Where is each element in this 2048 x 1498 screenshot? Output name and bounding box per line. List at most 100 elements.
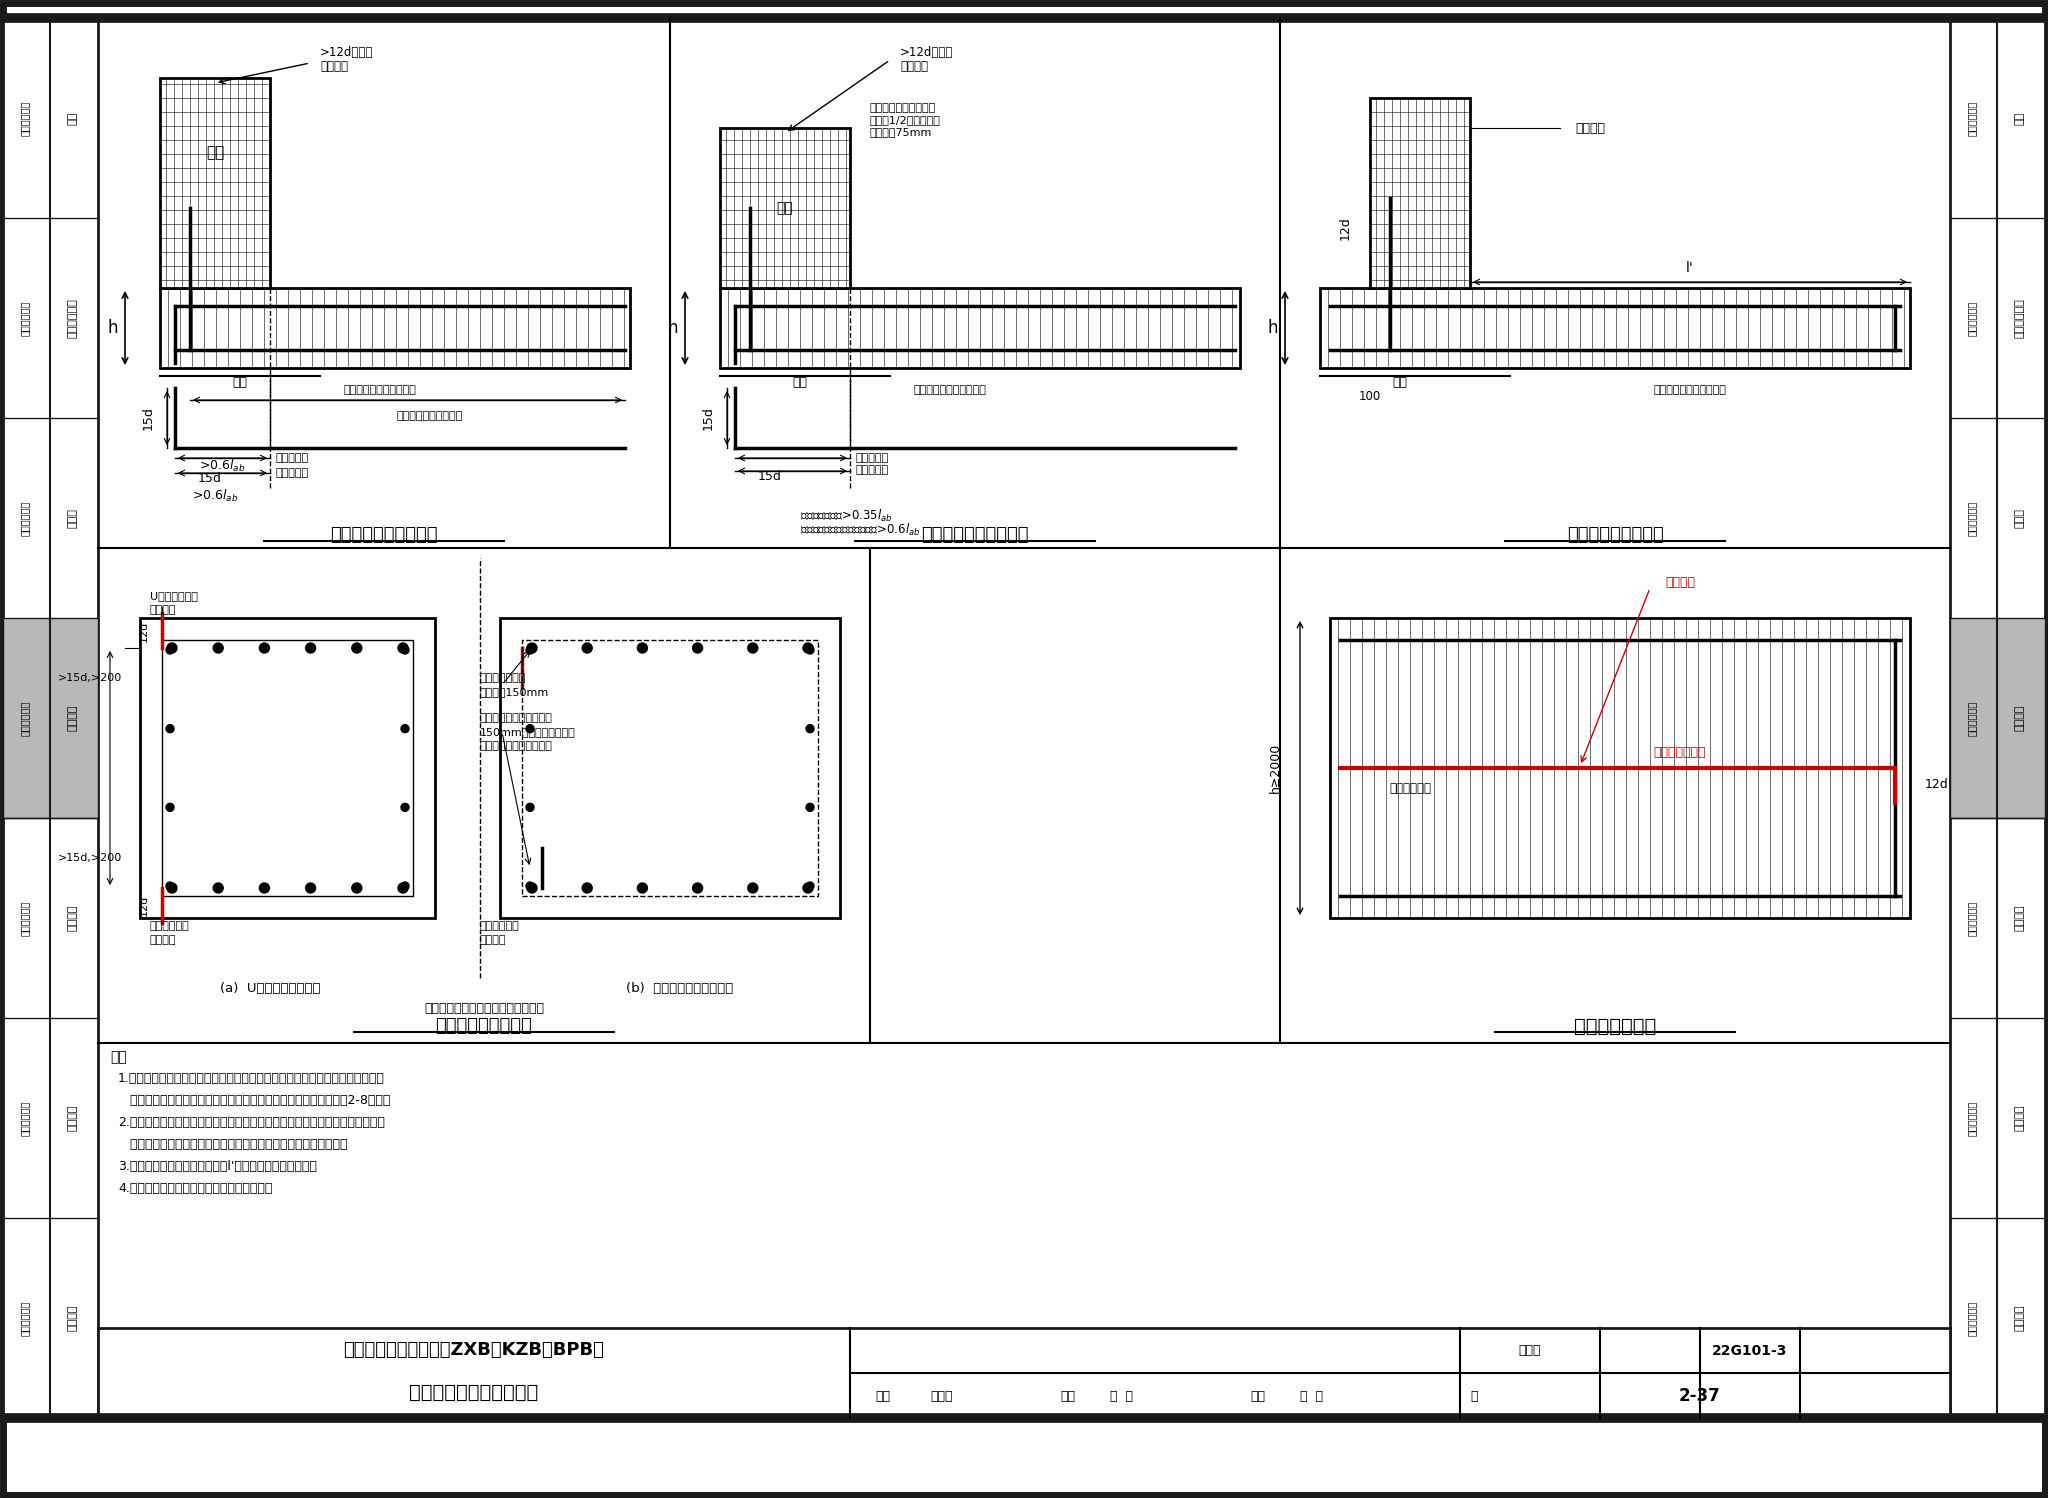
Text: 页: 页	[1470, 1390, 1477, 1402]
Text: 详见封边构造: 详见封边构造	[1389, 782, 1432, 794]
Circle shape	[401, 725, 410, 733]
Bar	[162, 640, 414, 896]
Text: 筏形基础: 筏形基础	[2015, 704, 2025, 731]
Text: 图集号: 图集号	[1520, 1345, 1542, 1357]
Text: 桩基础: 桩基础	[2015, 508, 2025, 527]
Circle shape	[803, 643, 813, 653]
Text: 中层双向钢筋网: 中层双向钢筋网	[1653, 746, 1706, 759]
Circle shape	[692, 882, 702, 893]
Text: 端部等截面外伸构造: 端部等截面外伸构造	[1567, 526, 1663, 544]
Text: 22G101-3: 22G101-3	[1712, 1344, 1788, 1359]
Bar	[721, 127, 850, 288]
Circle shape	[582, 643, 592, 653]
Text: 端部与外伸部位钢筋构造: 端部与外伸部位钢筋构造	[410, 1383, 539, 1402]
Text: 板边缘侧面封边构造: 板边缘侧面封边构造	[436, 1017, 532, 1035]
Circle shape	[260, 882, 270, 893]
Text: 标准构造详图: 标准构造详图	[1966, 701, 1976, 736]
Bar	[522, 640, 817, 896]
Text: 2-37: 2-37	[1679, 1387, 1720, 1405]
Text: 条形基础: 条形基础	[2015, 905, 2025, 932]
Text: 3.筏板底部非贯通纵筋伸出长度l'应由具体工程设计确定。: 3.筏板底部非贯通纵筋伸出长度l'应由具体工程设计确定。	[119, 1159, 317, 1173]
Text: 标准构造详图: 标准构造详图	[20, 900, 31, 936]
Text: 标准构造详图: 标准构造详图	[1966, 301, 1976, 336]
Text: 标准构造详图: 标准构造详图	[1966, 900, 1976, 936]
Text: 标准构造详图: 标准构造详图	[20, 1300, 31, 1336]
Text: >15d,>200: >15d,>200	[57, 852, 123, 863]
Circle shape	[260, 643, 270, 653]
Text: 垫层: 垫层	[233, 376, 248, 389]
Circle shape	[526, 725, 535, 733]
Text: 弯钩交错150mm: 弯钩交错150mm	[479, 688, 549, 697]
Text: 板的第一根筋，距基础: 板的第一根筋，距基础	[870, 103, 936, 112]
Circle shape	[213, 643, 223, 653]
Text: 刘  巍: 刘 巍	[1300, 1390, 1323, 1402]
Text: 12d: 12d	[1339, 216, 1352, 240]
Bar	[721, 288, 1239, 369]
Circle shape	[352, 643, 362, 653]
Text: 1.端部无外伸构造（一）中，当设计指定采用墙外侧纵筋与底板纵筋搭接的做法: 1.端部无外伸构造（一）中，当设计指定采用墙外侧纵筋与底板纵筋搭接的做法	[119, 1073, 385, 1085]
Text: >12d且至少: >12d且至少	[899, 46, 954, 60]
Circle shape	[807, 803, 813, 812]
Text: 平板式筏形基础平板（ZXB、KZB、BPB）: 平板式筏形基础平板（ZXB、KZB、BPB）	[344, 1341, 604, 1359]
Text: 支座边缘线: 支座边缘线	[274, 467, 307, 478]
Text: 设计指定: 设计指定	[150, 935, 176, 945]
Circle shape	[807, 882, 813, 890]
Text: 底部与顶部纵筋弯钩交错: 底部与顶部纵筋弯钩交错	[479, 713, 553, 724]
Circle shape	[637, 882, 647, 893]
Text: 设计指定: 设计指定	[150, 605, 176, 616]
Bar	[1329, 619, 1911, 918]
Text: 15d: 15d	[702, 406, 715, 430]
Text: 附录: 附录	[68, 111, 78, 124]
Bar	[139, 619, 434, 918]
Text: 桩基础: 桩基础	[68, 508, 78, 527]
Text: 毕  磊: 毕 磊	[1110, 1390, 1133, 1402]
Text: 15d: 15d	[141, 406, 156, 430]
Text: 底部非贯通级筋伸出长度: 底部非贯通级筋伸出长度	[913, 385, 987, 395]
Text: 亢天直: 亢天直	[930, 1390, 952, 1402]
Text: 注：: 注：	[111, 1050, 127, 1064]
Circle shape	[526, 646, 535, 655]
Circle shape	[748, 643, 758, 653]
Text: 150mm后应有一根侧面构: 150mm后应有一根侧面构	[479, 727, 575, 737]
Text: 标准构造详图: 标准构造详图	[20, 1101, 31, 1135]
Circle shape	[166, 725, 174, 733]
Text: 独立基础: 独立基础	[2015, 1104, 2025, 1131]
Circle shape	[526, 643, 537, 653]
Circle shape	[807, 725, 813, 733]
Text: 2.板边缘侧面封边构造同样用于梁板式筏形基础部位，采用何种做法由设计者指: 2.板边缘侧面封边构造同样用于梁板式筏形基础部位，采用何种做法由设计者指	[119, 1116, 385, 1129]
Bar	[1950, 18, 2046, 1419]
Text: 标准构造详图: 标准构造详图	[20, 100, 31, 136]
Text: 支座边缘线: 支座边缘线	[274, 452, 307, 463]
Text: 外墙: 外墙	[207, 145, 223, 160]
Text: 到墙中线: 到墙中线	[899, 60, 928, 72]
Bar	[160, 78, 270, 288]
Circle shape	[401, 882, 410, 890]
Bar	[1321, 288, 1911, 369]
Bar	[1370, 97, 1470, 288]
Text: h≥2000: h≥2000	[1268, 743, 1282, 792]
Text: 基础相关构造: 基础相关构造	[68, 298, 78, 339]
Text: 底部非贯通级筋伸出长度: 底部非贯通级筋伸出长度	[344, 385, 416, 395]
Circle shape	[692, 643, 702, 653]
Text: 且不大于75mm: 且不大于75mm	[870, 127, 932, 136]
Text: 底部贯通与非贯通级筋: 底部贯通与非贯通级筋	[397, 410, 463, 421]
Text: >15d,>200: >15d,>200	[57, 673, 123, 683]
Text: 100: 100	[1360, 389, 1380, 403]
Circle shape	[803, 882, 813, 893]
Text: 梁边为1/2板筋间距，: 梁边为1/2板筋间距，	[870, 115, 940, 124]
Bar	[500, 619, 840, 918]
Circle shape	[397, 882, 408, 893]
Text: 端部无外伸构造（一）: 端部无外伸构造（一）	[330, 526, 438, 544]
Text: 底部与顶部纵筋: 底部与顶部纵筋	[479, 673, 526, 683]
Bar	[1950, 619, 2046, 818]
Text: 标准构造详图: 标准构造详图	[20, 500, 31, 536]
Circle shape	[582, 882, 592, 893]
Text: 支座边缘线: 支座边缘线	[854, 452, 889, 463]
Text: 基础相关构造: 基础相关构造	[2015, 298, 2025, 339]
Text: h: h	[668, 319, 678, 337]
Text: 中层钢筋: 中层钢筋	[1665, 577, 1696, 590]
Text: 侧面构造纵筋: 侧面构造纵筋	[150, 921, 190, 930]
Text: 12d: 12d	[1925, 779, 1950, 791]
Circle shape	[213, 882, 223, 893]
Circle shape	[168, 643, 176, 653]
